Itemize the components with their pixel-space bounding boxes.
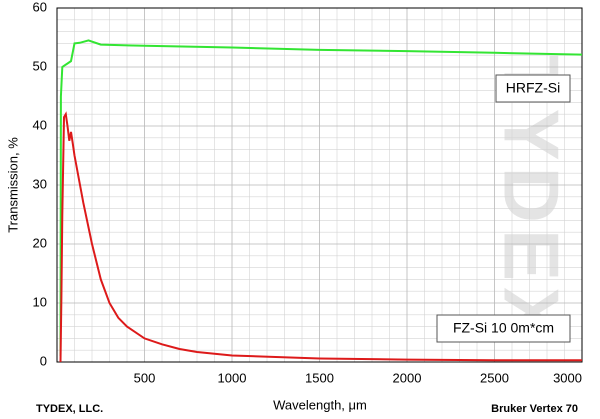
- x-tick-label: 1500: [305, 370, 334, 385]
- x-tick-label: 2000: [393, 370, 422, 385]
- x-tick-label: 2500: [480, 370, 509, 385]
- watermark: TYDEX: [487, 55, 575, 345]
- x-tick-label: 3000: [553, 370, 582, 385]
- legend-label: FZ-Si 10 0m*cm: [453, 320, 554, 336]
- y-tick-label: 10: [33, 294, 47, 309]
- legend-label: HRFZ-Si: [506, 80, 560, 96]
- y-tick-label: 20: [33, 235, 47, 250]
- series-line: [59, 111, 582, 363]
- series-line: [59, 39, 583, 357]
- plot-frame: [56, 7, 583, 363]
- y-tick-label: 30: [33, 176, 47, 191]
- footer-right: Bruker Vertex 70: [491, 403, 578, 415]
- y-tick-label: 0: [40, 353, 47, 368]
- x-axis-label: Wavelength, μm: [273, 397, 367, 412]
- y-tick-label: 50: [33, 58, 47, 73]
- x-tick-label: 1000: [218, 370, 247, 385]
- y-tick-label: 60: [33, 0, 47, 14]
- x-tick-label: 500: [134, 370, 156, 385]
- y-tick-label: 40: [33, 117, 47, 132]
- legend-box: [436, 314, 571, 343]
- y-axis-label: Transmission, %: [5, 137, 20, 233]
- legend-box: [495, 74, 571, 103]
- footer-left: TYDEX, LLC.: [36, 403, 103, 415]
